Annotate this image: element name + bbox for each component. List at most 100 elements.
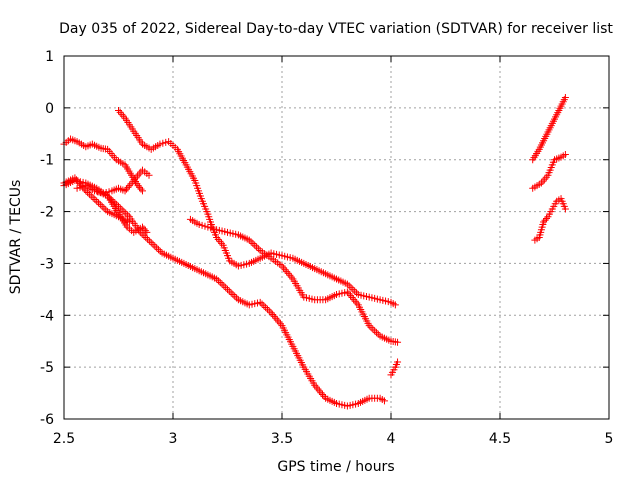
y-tick-label: 1	[45, 49, 54, 65]
data-point	[145, 237, 153, 245]
data-point	[352, 289, 360, 297]
data-point	[394, 358, 402, 366]
data-point	[151, 242, 159, 250]
data-point	[95, 199, 103, 207]
data-point	[541, 175, 549, 183]
data-point	[116, 204, 124, 212]
data-point	[251, 241, 259, 249]
data-point	[222, 284, 230, 292]
data-point	[138, 187, 146, 195]
data-point	[231, 292, 239, 300]
data-point	[122, 185, 130, 193]
data-point	[149, 240, 157, 248]
data-point	[270, 312, 278, 320]
data-point	[89, 194, 97, 202]
data-point	[256, 298, 264, 306]
data-point	[147, 239, 155, 247]
data-point	[343, 280, 351, 288]
data-point	[195, 221, 203, 229]
data-point	[122, 209, 130, 217]
data-point	[561, 93, 569, 101]
data-point	[121, 187, 129, 195]
data-point	[109, 197, 117, 205]
y-tick-label: -4	[40, 308, 54, 324]
data-point	[318, 391, 326, 399]
series-receiver-9	[529, 93, 569, 164]
data-point	[347, 292, 355, 300]
data-point	[220, 282, 228, 290]
data-point	[350, 295, 358, 303]
data-point	[314, 385, 322, 393]
data-point	[349, 285, 357, 293]
data-point	[258, 300, 266, 308]
data-point	[210, 225, 218, 233]
data-point	[136, 183, 144, 191]
data-point	[317, 389, 325, 397]
data-point	[113, 201, 121, 209]
data-point	[315, 387, 323, 395]
y-tick-labels: 1 0 -1 -2 -3 -4 -5 -6	[40, 49, 54, 428]
y-tick-label: -5	[40, 360, 54, 376]
data-point	[144, 235, 152, 243]
plot-frame	[63, 55, 610, 420]
data-point	[347, 284, 355, 292]
x-axis-label: GPS time / hours	[277, 459, 394, 475]
data-point	[140, 225, 148, 233]
x-tick-label: 4	[387, 431, 396, 447]
data-point	[153, 244, 161, 252]
data-point	[541, 216, 549, 224]
data-point	[213, 275, 221, 283]
x-tick-label: 5	[605, 431, 614, 447]
x-tick-label: 3	[169, 431, 178, 447]
data-point	[143, 228, 151, 236]
data-point	[119, 112, 127, 120]
data-point	[134, 182, 142, 190]
data-point	[345, 282, 353, 290]
data-point	[118, 206, 126, 214]
data-point	[216, 278, 224, 286]
data-point	[273, 316, 281, 324]
data-point	[263, 305, 271, 313]
data-point	[281, 266, 289, 274]
data-point	[138, 230, 146, 238]
data-point	[105, 188, 113, 196]
data-point	[198, 221, 206, 229]
data-point	[539, 177, 547, 185]
x-tick-labels: 2.5 3 3.5 4 4.5 5	[53, 431, 614, 447]
data-point	[138, 223, 146, 231]
data-point	[380, 397, 388, 405]
data-point	[233, 294, 241, 302]
data-point	[262, 304, 270, 312]
data-point	[249, 240, 257, 248]
data-point	[100, 204, 108, 212]
data-point	[540, 218, 548, 226]
y-tick-label: -3	[40, 256, 54, 272]
data-point	[245, 236, 253, 244]
data-point	[247, 238, 255, 246]
data-point	[561, 151, 569, 159]
data-point	[104, 192, 112, 200]
data-point	[365, 322, 373, 330]
data-point	[394, 338, 402, 346]
data-point	[105, 194, 113, 202]
data-point	[391, 301, 399, 309]
y-tick-label: -2	[40, 205, 54, 221]
data-point	[369, 325, 377, 333]
data-point	[156, 247, 164, 255]
data-point	[224, 285, 231, 293]
data-point	[93, 197, 101, 205]
data-point	[120, 208, 128, 216]
data-point	[116, 108, 124, 116]
data-point	[142, 234, 150, 241]
data-point	[154, 246, 162, 254]
data-point	[372, 329, 380, 337]
data-point	[207, 224, 215, 232]
data-point	[111, 199, 119, 207]
data-point	[85, 190, 93, 198]
data-point	[107, 195, 115, 203]
data-point	[543, 214, 551, 222]
data-point	[371, 327, 379, 335]
series-receiver-3	[60, 174, 133, 226]
data-point	[76, 183, 84, 191]
